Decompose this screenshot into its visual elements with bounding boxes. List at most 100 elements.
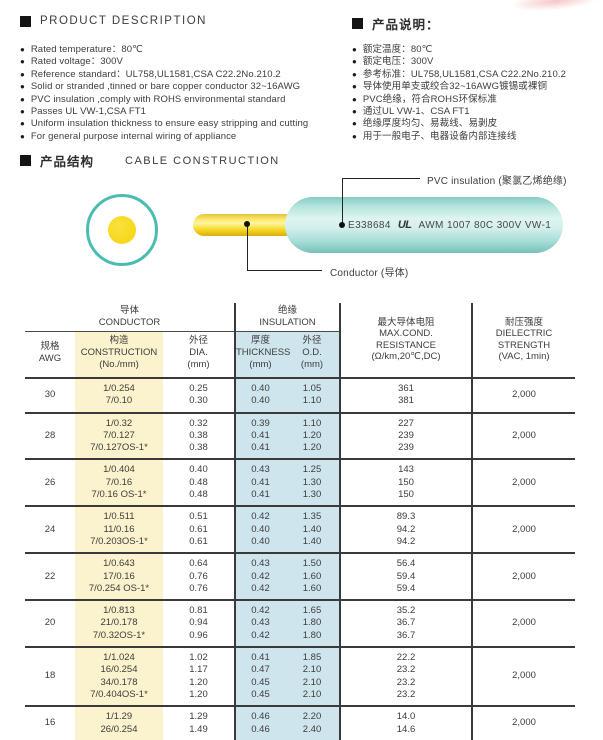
table-row: 24 1/0.511 11/0.16 7/0.203OS-1* 0.51 0.61 0.61…	[25, 506, 575, 554]
list-item-text: PVC insulation ,comply with ROHS environ…	[30, 93, 286, 105]
bullet-icon: ●	[352, 94, 357, 104]
list-item: ● Uniform insulation thickness to ensure …	[20, 118, 308, 130]
cell-dielectric: 2,000	[512, 389, 536, 401]
construction-title-en: CABLE CONSTRUCTION	[125, 154, 280, 167]
cell-awg: 30	[44, 389, 56, 401]
cell-thickness: 0.40 0.40	[235, 378, 285, 413]
table-row: 28 1/0.32 7/0.127 7/0.127OS-1* 0.32 0.38 0.38 0…	[25, 412, 575, 460]
cell-thickness: 0.46 0.46	[235, 706, 285, 740]
cell-dielectric: 2,000	[512, 429, 536, 441]
cell-dia: 1.29 1.49	[163, 706, 236, 740]
list-item-text: For general purpose internal wiring of a…	[30, 130, 237, 142]
list-item-text: 用于一般电子、电器设备内部连接线	[362, 130, 517, 142]
list-item-text: 参考标准：UL758,UL1581,CSA C22.2No.210.2	[362, 68, 566, 80]
cell-od: 1.85 2.10 2.10 2.10	[285, 647, 341, 707]
cell-dielectric: 2,000	[512, 570, 536, 582]
pvc-jacket: E338684 UL AWM 1007 80C 300V VW-1	[285, 197, 563, 253]
bullet-icon: ●	[20, 131, 25, 141]
cell-od: 2.20 2.40	[285, 706, 341, 740]
column-header-dielectric: 耐压强度 DIELECTRIC STRENGTH (VAC, 1min)	[472, 303, 575, 379]
list-item: ● 导体使用单支或绞合32~16AWG镀锡或裸铜	[352, 81, 566, 93]
bullet-icon: ●	[20, 119, 25, 129]
callout-line	[247, 225, 248, 270]
column-header-awg: 规格 AWG	[25, 331, 75, 379]
cell-dia: 1.02 1.17 1.20 1.20	[163, 647, 236, 707]
list-item: ● Rated voltage：300V	[20, 56, 308, 68]
cell-dielectric: 2,000	[512, 717, 536, 729]
list-item-text: 额定电压：300V	[362, 56, 434, 68]
construction-title-cn: 产品结构	[40, 155, 95, 169]
callout-line	[247, 270, 322, 271]
list-item: ● 通过UL VW-1、CSA FT1	[352, 106, 566, 118]
spec-table-body: 30 1/0.254 7/0.10 0.25 0.30 0.40 0.40 1.05 1.10 3…	[25, 378, 575, 740]
bullet-icon: ●	[20, 69, 25, 79]
jacket-print: E338684 UL AWM 1007 80C 300V VW-1	[348, 219, 557, 231]
cell-od: 1.25 1.30 1.30	[285, 459, 341, 507]
cell-dia: 0.32 0.38 0.38	[163, 412, 236, 460]
cell-thickness: 0.42 0.43 0.42	[235, 600, 285, 648]
square-bullet-icon	[20, 15, 31, 27]
cell-resistance: 361 381	[340, 378, 473, 413]
cell-construction: 1/0.404 7/0.16 7/0.16 OS-1*	[75, 459, 163, 507]
column-header-od: 外径 O.D. (mm)	[285, 331, 341, 379]
conductor-core-icon	[108, 216, 136, 244]
cell-awg: 28	[44, 429, 56, 441]
list-item: ● Passes UL VW-1,CSA FT1	[20, 106, 308, 118]
jacket-print-cert: E338684	[348, 219, 391, 231]
cell-resistance: 14.0 14.6	[340, 706, 473, 740]
list-item-text: PVC绝缘，符合ROHS环保标准	[362, 93, 497, 105]
list-item: ● PVC insulation ,comply with ROHS enviro…	[20, 94, 308, 106]
list-item: ● 额定温度：80℃	[352, 44, 566, 56]
conductor-callout-label: Conductor (导体)	[330, 268, 409, 279]
list-item-text: 额定温度：80℃	[362, 44, 433, 55]
column-header-resistance: 最大导体电阻 MAX.COND. RESISTANCE (Ω/km,20℃,DC…	[340, 303, 473, 379]
construction-title: 产品结构 CABLE CONSTRUCTION	[20, 151, 280, 170]
cell-resistance: 227 239 239	[340, 412, 473, 460]
product-notes-title-text: 产品说明：	[372, 18, 440, 32]
list-item-text: 通过UL VW-1、CSA FT1	[362, 106, 470, 118]
list-item-text: Uniform insulation thickness to ensure e…	[30, 118, 309, 130]
cable-diagram: E338684 UL AWM 1007 80C 300V VW-1 PVC in…	[0, 170, 603, 302]
insulation-callout-label: PVC insulation (聚氯乙烯绝缘)	[427, 176, 567, 187]
cell-resistance: 22.2 23.2 23.2 23.2	[340, 647, 473, 707]
callout-line	[342, 178, 343, 225]
list-item: ● PVC绝缘，符合ROHS环保标准	[352, 94, 566, 106]
cell-resistance: 35.2 36.7 36.7	[340, 600, 473, 648]
conductor-rod	[193, 214, 315, 236]
cell-awg: 22	[44, 570, 56, 582]
cell-awg: 26	[44, 476, 56, 488]
cell-thickness: 0.39 0.41 0.41	[235, 412, 285, 460]
bullet-icon: ●	[352, 45, 357, 54]
bullet-icon: ●	[20, 94, 25, 104]
cell-od: 1.05 1.10	[285, 378, 341, 413]
partial-logo	[489, 0, 603, 21]
bullet-icon: ●	[352, 69, 357, 79]
cell-construction: 1/1.024 16/0.254 34/0.178 7/0.404OS-1*	[75, 647, 163, 707]
cable-cross-section	[86, 194, 158, 266]
group-header-insulation: 绝缘 INSULATION	[235, 303, 341, 332]
list-item-text: Solid or stranded ,tinned or bare copper…	[30, 81, 301, 93]
list-item-text: Rated temperature：80℃	[30, 44, 143, 55]
product-notes-title: 产品说明：	[352, 14, 440, 33]
product-description-title-text: PRODUCT DESCRIPTION	[40, 15, 207, 27]
cell-resistance: 143 150 150	[340, 459, 473, 507]
list-item: ● Reference standard：UL758,UL1581,CSA C22…	[20, 69, 308, 81]
bullet-icon: ●	[352, 107, 357, 117]
list-item: ● Solid or stranded ,tinned or bare coppe…	[20, 81, 308, 93]
table-group-header-row: 导体 CONDUCTOR 绝缘 INSULATION 最大导体电阻 MAX.CO…	[25, 303, 575, 379]
callout-dot	[339, 222, 345, 228]
cell-dia: 0.25 0.30	[163, 378, 236, 413]
list-item-text: Passes UL VW-1,CSA FT1	[30, 106, 147, 118]
list-item: ● 参考标准：UL758,UL1581,CSA C22.2No.210.2	[352, 69, 566, 81]
bullet-icon: ●	[20, 107, 25, 117]
bullet-icon: ●	[352, 57, 357, 67]
bullet-icon: ●	[352, 119, 357, 129]
cell-dielectric: 2,000	[512, 476, 536, 488]
table-row: 30 1/0.254 7/0.10 0.25 0.30 0.40 0.40 1.05 1.10 3…	[25, 378, 575, 413]
column-header-construction: 构造 CONSTRUCTION (No./mm)	[75, 331, 163, 379]
cell-construction: 1/0.32 7/0.127 7/0.127OS-1*	[75, 412, 163, 460]
cell-construction: 1/0.511 11/0.16 7/0.203OS-1*	[75, 506, 163, 554]
cell-construction: 1/0.813 21/0.178 7/0.32OS-1*	[75, 600, 163, 648]
jacket-print-spec: AWM 1007 80C 300V VW-1	[418, 219, 552, 231]
list-item: ● 用于一般电子、电器设备内部连接线	[352, 131, 566, 143]
